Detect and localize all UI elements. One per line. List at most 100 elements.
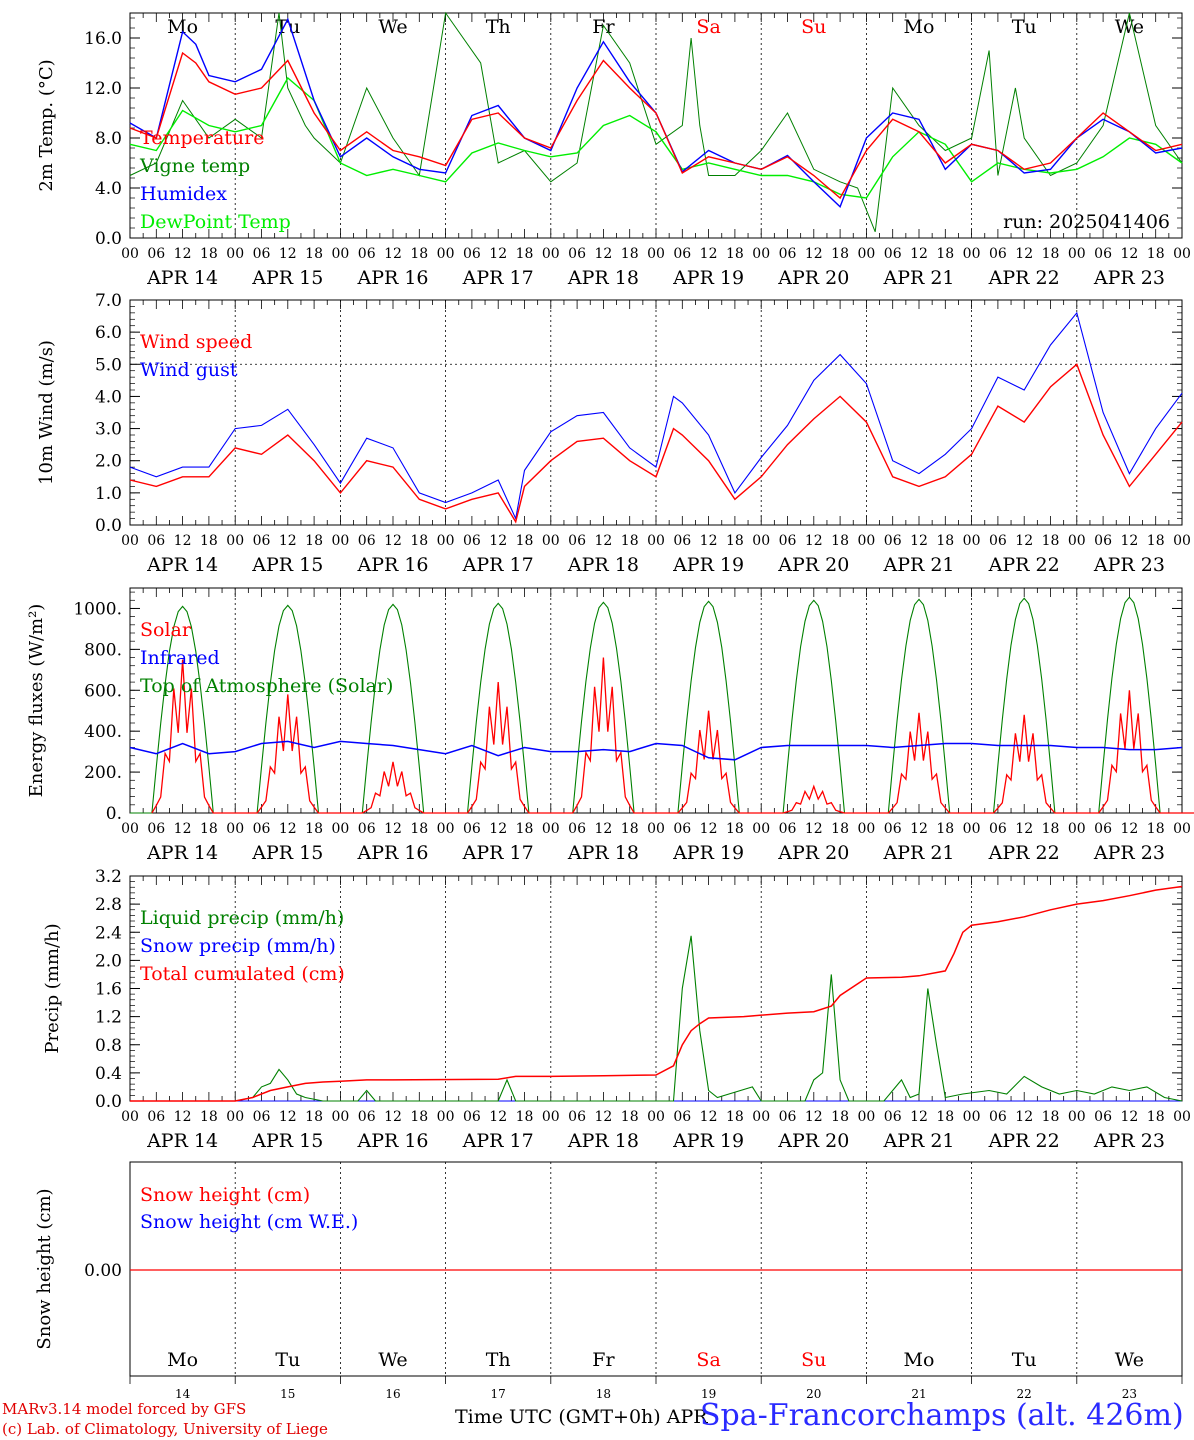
x-hour-label: 00: [542, 533, 560, 549]
x-hour-label: 06: [779, 246, 797, 262]
x-hour-label: 00: [542, 246, 560, 262]
x-hour-label: 06: [779, 533, 797, 549]
series-liquid-precip: [130, 935, 1183, 1102]
x-hour-label: 12: [174, 1109, 192, 1125]
day-number-label: 15: [280, 1387, 295, 1401]
legend-entry: Temperature: [140, 127, 264, 149]
x-date-label: APR 15: [251, 554, 323, 576]
x-hour-label: 00: [331, 246, 349, 262]
y-tick-label: 3.2: [95, 867, 122, 887]
x-date-label: APR 14: [146, 267, 218, 289]
weekday-label: Sa: [696, 1349, 720, 1371]
x-hour-label: 18: [726, 246, 744, 262]
x-hour-label: 00: [226, 1109, 244, 1125]
x-hour-label: 00: [437, 533, 455, 549]
x-hour-label: 12: [1015, 246, 1033, 262]
x-hour-label: 06: [358, 821, 376, 837]
x-hour-label: 18: [936, 246, 954, 262]
lab-credit: (c) Lab. of Climatology, University of L…: [2, 1420, 328, 1438]
x-hour-label: 06: [568, 1109, 586, 1125]
x-date-label: APR 18: [567, 1130, 639, 1152]
x-hour-label: 06: [147, 246, 165, 262]
weekday-label: We: [378, 1349, 407, 1371]
x-date-label: APR 20: [777, 554, 849, 576]
x-hour-label: 18: [1147, 246, 1165, 262]
x-date-label: APR 14: [146, 1130, 218, 1152]
weekday-label: Tu: [1012, 16, 1037, 38]
x-hour-label: 12: [384, 1109, 402, 1125]
x-hour-label: 06: [1094, 1109, 1112, 1125]
y-tick-label: 0.0: [95, 229, 122, 249]
legend-entry: Snow height (cm): [140, 1184, 310, 1206]
y-tick-label: 1.0: [95, 484, 122, 504]
legend-entry: DewPoint Temp: [140, 211, 291, 233]
x-hour-label: 00: [857, 246, 875, 262]
x-date-label: APR 16: [356, 842, 428, 864]
x-hour-label: 12: [174, 533, 192, 549]
series-total-cumulated: [130, 885, 1183, 1102]
x-hour-label: 06: [884, 246, 902, 262]
x-date-label: APR 16: [356, 1130, 428, 1152]
x-hour-label: 18: [200, 246, 218, 262]
x-hour-label: 00: [752, 246, 770, 262]
time-axis-label: Time UTC (GMT+0h) APR: [455, 1406, 708, 1428]
x-hour-label: 18: [200, 533, 218, 549]
x-hour-label: 06: [1094, 246, 1112, 262]
x-hour-label: 00: [963, 1109, 981, 1125]
x-hour-label: 00: [226, 533, 244, 549]
x-hour-label: 06: [463, 1109, 481, 1125]
day-number-label: 17: [491, 1387, 506, 1401]
x-date-label: APR 20: [777, 267, 849, 289]
y-axis-label: Precip (mm/h): [42, 923, 63, 1053]
x-hour-label: 18: [621, 533, 639, 549]
x-hour-label: 18: [410, 821, 428, 837]
x-hour-label: 12: [174, 246, 192, 262]
x-hour-label: 00: [963, 246, 981, 262]
y-tick-label: 8.0: [95, 129, 122, 149]
series-vigne-temp: [129, 11, 1183, 232]
x-hour-label: 06: [147, 821, 165, 837]
x-hour-label: 00: [857, 1109, 875, 1125]
x-hour-label: 06: [673, 246, 691, 262]
weekday-label: Su: [801, 16, 826, 38]
x-hour-label: 12: [1015, 533, 1033, 549]
x-hour-label: 12: [594, 1109, 612, 1125]
y-tick-label: 3.0: [95, 420, 122, 440]
weekday-label: We: [378, 16, 407, 38]
y-tick-label: 0.00: [84, 1261, 122, 1281]
x-hour-label: 06: [463, 821, 481, 837]
weekday-label: Su: [801, 1349, 826, 1371]
legend-entry: Vigne temp: [139, 155, 250, 177]
x-hour-label: 12: [700, 1109, 718, 1125]
y-tick-label: 6.0: [95, 323, 122, 343]
x-date-label: APR 17: [462, 842, 534, 864]
y-tick-label: 2.0: [95, 951, 122, 971]
x-hour-label: 18: [516, 246, 534, 262]
x-date-label: APR 19: [672, 842, 744, 864]
x-hour-label: 00: [1173, 533, 1191, 549]
x-hour-label: 06: [358, 1109, 376, 1125]
x-hour-label: 12: [700, 533, 718, 549]
x-hour-label: 18: [726, 533, 744, 549]
x-date-label: APR 15: [251, 842, 323, 864]
y-tick-label: 0.4: [95, 1064, 122, 1084]
y-tick-label: 1.2: [95, 1008, 122, 1028]
x-hour-label: 06: [673, 1109, 691, 1125]
x-hour-label: 18: [516, 533, 534, 549]
x-hour-label: 12: [700, 246, 718, 262]
x-hour-label: 18: [621, 1109, 639, 1125]
x-hour-label: 18: [936, 821, 954, 837]
x-hour-label: 18: [726, 1109, 744, 1125]
y-tick-label: 12.0: [84, 79, 122, 99]
weekday-label: Tu: [275, 1349, 300, 1371]
x-hour-label: 00: [1068, 246, 1086, 262]
x-hour-label: 06: [989, 821, 1007, 837]
x-hour-label: 00: [121, 246, 139, 262]
x-hour-label: 06: [989, 246, 1007, 262]
x-hour-label: 00: [1068, 533, 1086, 549]
legend-entry: Wind speed: [140, 331, 252, 353]
y-tick-label: 16.0: [84, 29, 122, 49]
x-date-label: APR 23: [1093, 842, 1165, 864]
series-dewpoint-temp: [129, 76, 1183, 199]
x-date-label: APR 21: [882, 842, 954, 864]
